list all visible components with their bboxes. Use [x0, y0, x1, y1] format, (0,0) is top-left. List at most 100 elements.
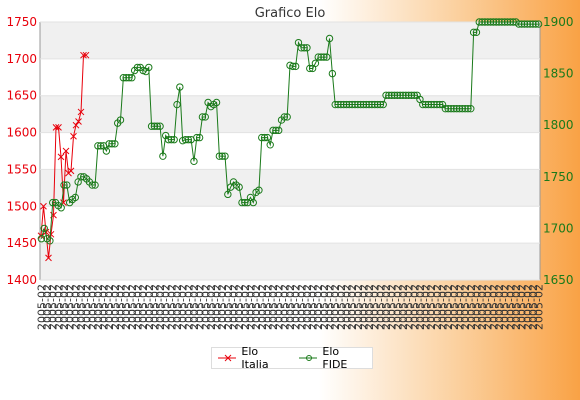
x-tick-label: 2005-02	[64, 284, 77, 330]
x-tick-label: 2005-02	[188, 284, 201, 330]
data-point-elo-fide	[325, 34, 334, 43]
data-point-elo-fide	[145, 63, 153, 72]
x-tick-label: 2005-02	[391, 284, 404, 330]
data-point-elo-fide	[481, 18, 489, 26]
x-tick-label: 2005-02	[205, 284, 218, 330]
data-point-elo-fide	[40, 224, 48, 233]
data-point-elo-fide	[49, 198, 57, 207]
data-point-elo-fide	[500, 18, 509, 26]
grid-band	[40, 243, 540, 280]
data-point-elo-fide	[379, 100, 387, 109]
x-tick-label: 2005-02	[357, 284, 370, 330]
data-point-elo-fide	[447, 104, 455, 113]
marker-stroke	[72, 121, 80, 129]
marker-stroke	[42, 228, 50, 236]
data-point-elo-fide	[467, 104, 475, 113]
left-tick-label: 1750	[6, 15, 37, 29]
grid-band	[40, 95, 540, 133]
grid-band	[40, 169, 540, 207]
x-tick-label: 2005-02	[177, 284, 190, 330]
data-point-elo-fide	[91, 181, 99, 189]
data-point-elo-fide	[303, 44, 311, 52]
data-point-elo-fide	[116, 116, 125, 124]
data-point-elo-italia	[72, 121, 80, 129]
data-point-elo-fide	[269, 126, 277, 135]
x-tick-label: 2005-02	[346, 284, 359, 330]
data-point-elo-italia	[67, 167, 75, 175]
data-point-elo-fide	[238, 198, 246, 207]
legend-item-elo-fide: Elo FIDE	[299, 345, 364, 371]
data-point-elo-fide	[371, 100, 379, 109]
data-point-elo-fide	[167, 135, 176, 144]
x-tick-label: 2005-02	[408, 284, 421, 330]
marker-stroke	[80, 51, 87, 59]
right-tick-label: 1800	[543, 118, 574, 132]
x-tick-label: 2005-02	[397, 284, 410, 330]
x-tick-label: 2005-02	[165, 284, 178, 330]
marker-stroke	[75, 118, 82, 125]
x-tick-label: 2005-02	[380, 284, 393, 330]
data-point-elo-fide	[133, 63, 142, 72]
data-point-elo-fide	[173, 100, 181, 109]
data-point-elo-fide	[427, 100, 435, 109]
data-point-elo-fide	[235, 183, 243, 191]
data-point-elo-fide	[475, 18, 483, 26]
data-point-elo-fide	[515, 20, 523, 28]
x-tick-label: 2005-02	[448, 284, 461, 330]
grid-bands	[39, 22, 541, 281]
x-tick-label: 2005-02	[47, 284, 60, 330]
x-tick-label: 2005-02	[256, 284, 269, 330]
x-tick-label: 2005-02	[459, 284, 472, 330]
x-tick-label: 2005-02	[499, 284, 512, 330]
marker-stroke	[55, 124, 62, 131]
data-point-elo-fide	[297, 44, 305, 52]
x-tick-label: 2005-02	[222, 284, 235, 330]
x-tick-label: 2005-02	[386, 284, 399, 330]
x-tick-label: 2005-02	[41, 284, 54, 330]
data-point-elo-fide	[306, 64, 314, 73]
data-point-elo-fide	[241, 198, 249, 207]
x-axis: 2005-022005-022005-022005-022005-022005-…	[35, 284, 545, 330]
data-point-elo-fide	[421, 100, 430, 109]
data-point-elo-fide	[382, 91, 390, 99]
data-point-elo-fide	[71, 193, 80, 202]
marker-stroke	[62, 147, 70, 155]
data-point-elo-italia	[62, 147, 70, 155]
data-point-elo-fide	[368, 100, 376, 109]
data-point-elo-fide	[402, 91, 410, 99]
x-tick-label: 2005-02	[487, 284, 500, 330]
x-tick-label: 2005-02	[58, 284, 71, 330]
x-tick-label: 2005-02	[335, 284, 348, 330]
data-point-elo-fide	[266, 141, 274, 149]
x-tick-label: 2005-02	[437, 284, 450, 330]
legend-item-elo-italia: Elo Italia	[218, 345, 285, 371]
marker-stroke	[40, 202, 47, 210]
x-tick-label: 2005-02	[154, 284, 167, 330]
data-point-elo-fide	[184, 135, 193, 144]
x-tick-label: 2005-02	[69, 284, 82, 330]
left-tick-label: 1600	[6, 126, 37, 140]
x-tick-label: 2005-02	[86, 284, 99, 330]
data-point-elo-fide	[102, 147, 111, 155]
chart-title: Grafico Elo	[255, 6, 326, 21]
data-point-elo-fide	[464, 104, 472, 113]
x-tick-label: 2005-02	[115, 284, 128, 330]
x-tick-label: 2005-02	[510, 284, 523, 330]
data-point-elo-fide	[529, 20, 537, 28]
marker-stroke	[67, 167, 75, 175]
data-point-elo-fide	[176, 83, 184, 91]
data-point-elo-fide	[436, 100, 444, 109]
data-point-elo-fide	[348, 100, 356, 109]
data-point-elo-fide	[441, 104, 450, 113]
data-point-elo-fide	[484, 18, 492, 26]
x-tick-label: 2005-02	[35, 284, 48, 330]
data-point-elo-fide	[376, 100, 385, 109]
left-tick-label: 1500	[6, 199, 37, 213]
data-point-elo-fide	[342, 100, 351, 109]
x-tick-label: 2005-02	[250, 284, 263, 330]
x-tick-label: 2005-02	[109, 284, 122, 330]
x-tick-label: 2005-02	[516, 284, 529, 330]
legend-label: Elo FIDE	[322, 345, 348, 371]
